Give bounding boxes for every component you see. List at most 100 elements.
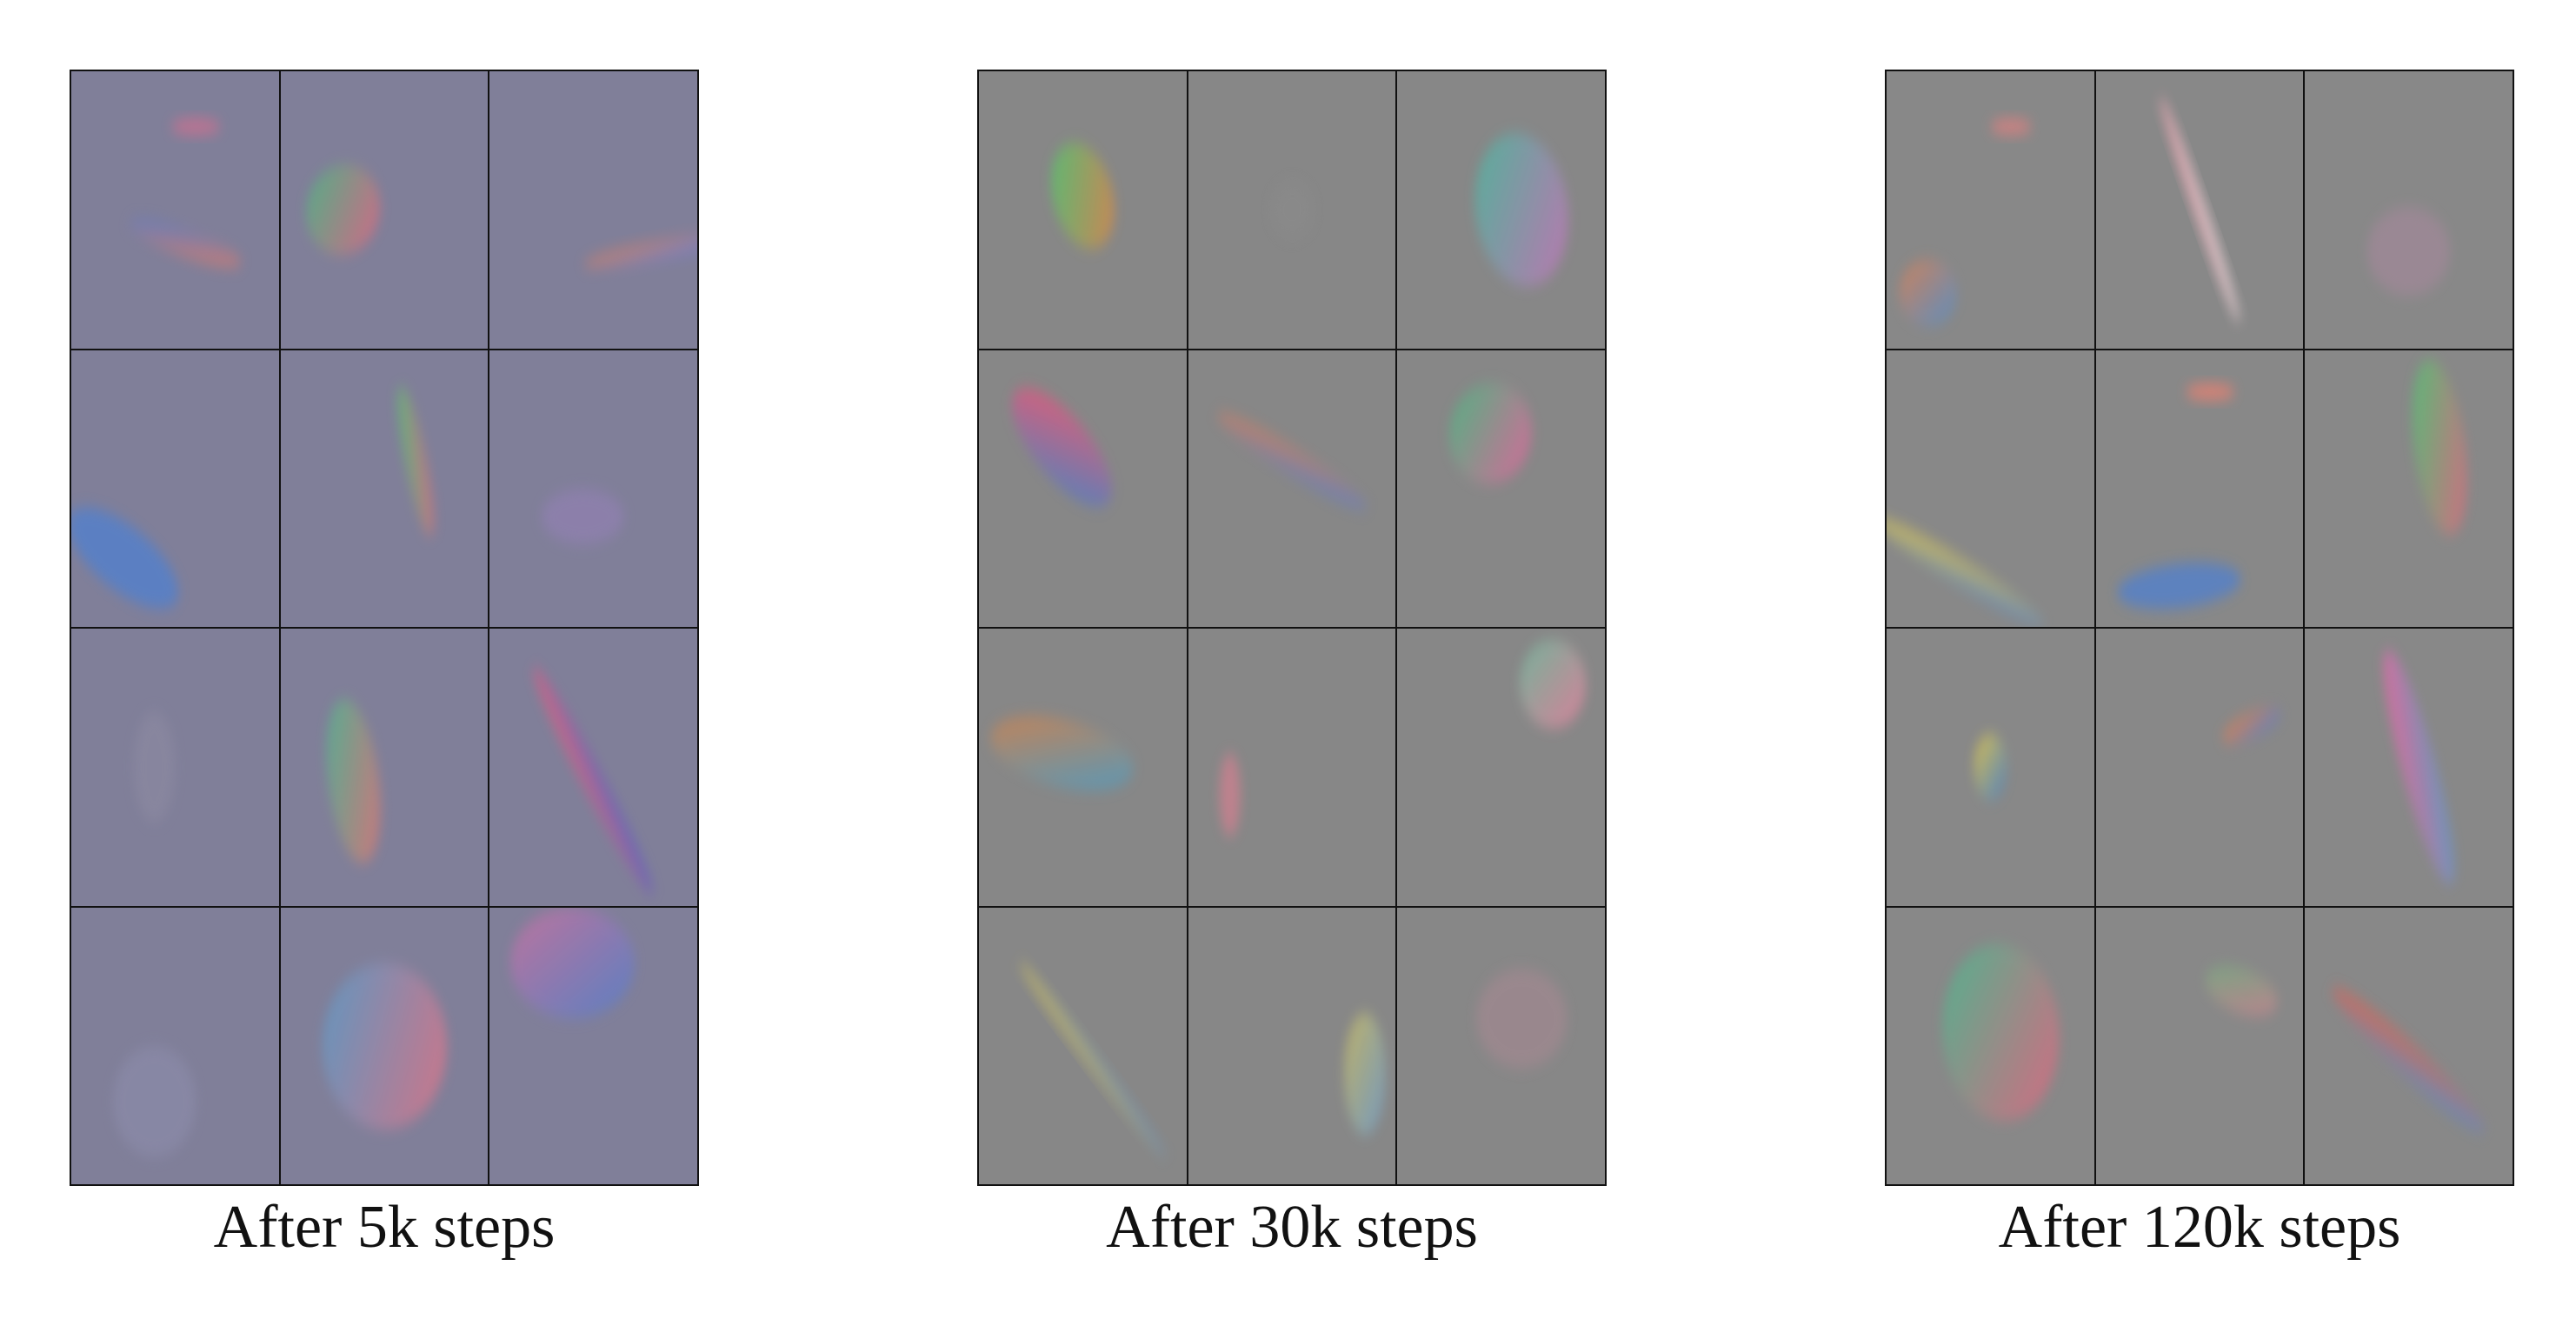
tile-image bbox=[129, 118, 242, 268]
image-tile bbox=[1887, 71, 2094, 349]
blurred-stroke bbox=[1449, 383, 1533, 483]
image-tile bbox=[1397, 71, 1605, 349]
image-tile bbox=[489, 629, 697, 906]
blurred-stroke bbox=[2204, 965, 2278, 1016]
image-tile bbox=[1887, 907, 2094, 1184]
tile-image bbox=[1216, 412, 1368, 510]
image-tile bbox=[2305, 907, 2513, 1184]
blurred-stroke bbox=[990, 716, 1134, 790]
blurred-stroke bbox=[1974, 734, 2007, 801]
image-tile bbox=[1188, 629, 1396, 906]
image-tile bbox=[979, 71, 1187, 349]
tile-image bbox=[2221, 706, 2281, 745]
panel-5k bbox=[70, 70, 699, 1186]
image-grid bbox=[977, 70, 1607, 1186]
blurred-stroke bbox=[583, 234, 697, 270]
blurred-stroke bbox=[533, 667, 654, 895]
blurred-stroke bbox=[129, 218, 242, 268]
blurred-stroke bbox=[305, 164, 380, 255]
blurred-stroke bbox=[2185, 383, 2235, 400]
image-tile bbox=[2305, 350, 2513, 627]
tile-image bbox=[510, 907, 636, 1018]
image-tile bbox=[1188, 71, 1396, 349]
tile-image bbox=[541, 488, 625, 544]
blurred-stroke bbox=[397, 385, 434, 536]
image-tile bbox=[71, 907, 279, 1184]
tile-image bbox=[1050, 143, 1115, 250]
blurred-stroke bbox=[1520, 639, 1587, 729]
tile-image bbox=[2116, 383, 2241, 609]
tile-image bbox=[1019, 961, 1167, 1158]
image-tile bbox=[71, 350, 279, 627]
tile-image bbox=[1520, 639, 1587, 729]
image-tile bbox=[280, 907, 489, 1184]
tile-image bbox=[2366, 207, 2451, 296]
tile-image bbox=[2383, 650, 2455, 885]
image-tile bbox=[2095, 350, 2304, 627]
panel-120k bbox=[1885, 70, 2514, 1186]
image-tile bbox=[280, 629, 489, 906]
tile-image bbox=[71, 507, 179, 609]
tile-image bbox=[1899, 118, 2033, 327]
image-tile bbox=[1188, 350, 1396, 627]
blurred-stroke bbox=[170, 118, 221, 136]
tile-image bbox=[1887, 517, 2044, 626]
image-tile bbox=[2095, 71, 2304, 349]
tile-image bbox=[1271, 182, 1313, 238]
tile-image bbox=[533, 667, 654, 895]
blurred-stroke bbox=[112, 1045, 196, 1157]
blurred-stroke bbox=[1887, 517, 2044, 626]
blurred-stroke bbox=[71, 507, 179, 609]
blurred-stroke bbox=[1899, 259, 1958, 327]
tile-image bbox=[112, 1045, 196, 1157]
blurred-stroke bbox=[2413, 359, 2467, 535]
blurred-stroke bbox=[1474, 133, 1569, 287]
blurred-stroke bbox=[1050, 143, 1115, 250]
image-tile bbox=[489, 350, 697, 627]
blurred-stroke bbox=[2116, 562, 2241, 609]
tile-image bbox=[1476, 968, 1568, 1069]
blurred-stroke bbox=[1011, 387, 1113, 507]
blurred-stroke bbox=[1942, 943, 2060, 1121]
image-tile bbox=[489, 71, 697, 349]
image-tile bbox=[1887, 350, 2094, 627]
blurred-stroke bbox=[1216, 412, 1368, 510]
image-tile bbox=[1397, 629, 1605, 906]
image-tile bbox=[979, 629, 1187, 906]
image-tile bbox=[1397, 350, 1605, 627]
tile-image bbox=[2204, 965, 2278, 1016]
tile-image bbox=[305, 164, 380, 255]
tile-image bbox=[1343, 1012, 1386, 1135]
tile-image bbox=[1011, 387, 1113, 507]
tile-image bbox=[397, 385, 434, 536]
blurred-stroke bbox=[510, 907, 636, 1018]
tile-image bbox=[1449, 383, 1533, 483]
blurred-stroke bbox=[2332, 986, 2486, 1133]
panel-30k bbox=[977, 70, 1607, 1186]
image-grid bbox=[1885, 70, 2514, 1186]
image-tile bbox=[71, 71, 279, 349]
blurred-stroke bbox=[541, 488, 625, 544]
blurred-stroke bbox=[1476, 968, 1568, 1069]
image-tile bbox=[979, 350, 1187, 627]
image-tile bbox=[71, 629, 279, 906]
image-tile bbox=[489, 907, 697, 1184]
tile-image bbox=[2160, 97, 2240, 323]
blurred-stroke bbox=[1271, 182, 1313, 238]
image-tile bbox=[2095, 629, 2304, 906]
blurred-stroke bbox=[1219, 753, 1241, 836]
blurred-stroke bbox=[322, 963, 447, 1129]
blurred-stroke bbox=[2221, 706, 2281, 745]
tile-image bbox=[583, 234, 697, 270]
tile-image bbox=[990, 716, 1134, 790]
caption-120k: After 120k steps bbox=[1998, 1194, 2401, 1261]
image-tile bbox=[2095, 907, 2304, 1184]
image-tile bbox=[280, 350, 489, 627]
tile-image bbox=[1942, 943, 2060, 1121]
blurred-stroke bbox=[2160, 97, 2240, 323]
caption-5k: After 5k steps bbox=[213, 1194, 556, 1261]
blurred-stroke bbox=[2383, 650, 2455, 885]
image-tile bbox=[1188, 907, 1396, 1184]
tile-image bbox=[1974, 734, 2007, 801]
image-tile bbox=[1887, 629, 2094, 906]
